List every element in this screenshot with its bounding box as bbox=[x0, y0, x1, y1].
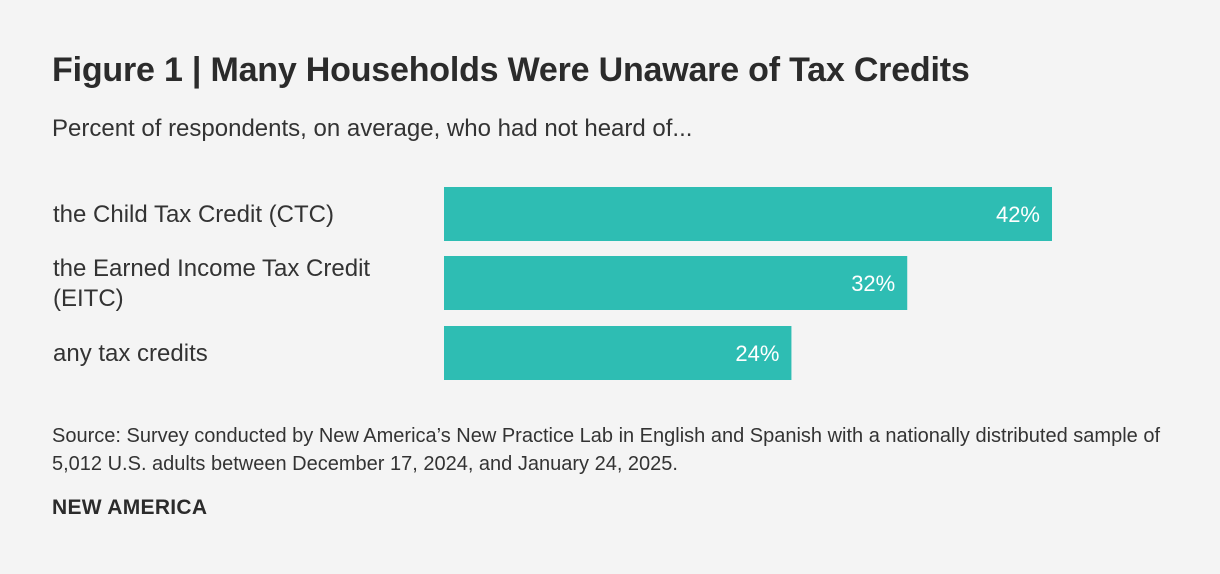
category-label: the Child Tax Credit (CTC) bbox=[53, 201, 334, 228]
bar-value-label: 42% bbox=[996, 202, 1040, 227]
bar-value-label: 32% bbox=[851, 271, 895, 296]
bar bbox=[444, 326, 792, 380]
source-note: Source: Survey conducted by New America’… bbox=[52, 425, 1160, 475]
chart-subtitle: Percent of respondents, on average, who … bbox=[52, 115, 693, 142]
brand-logo-text: NEW AMERICA bbox=[52, 496, 208, 519]
bar bbox=[444, 256, 908, 310]
bar-chart: 42% the Child Tax Credit (CTC) 32% the Earn… bbox=[53, 187, 1052, 380]
category-label: any tax credits bbox=[53, 340, 208, 367]
category-label: the Earned Income Tax Credit (EITC) bbox=[53, 255, 370, 312]
chart-title: Figure 1 | Many Households Were Unaware … bbox=[52, 51, 970, 89]
bar bbox=[444, 187, 1052, 241]
bar-value-label: 24% bbox=[735, 341, 779, 366]
